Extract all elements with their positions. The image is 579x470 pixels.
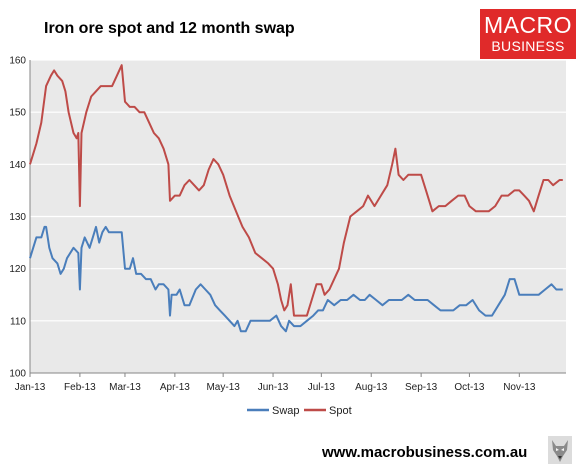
x-tick-label: Apr-13 [160, 382, 190, 393]
x-tick-label: Mar-13 [109, 382, 141, 393]
x-tick-label: Jun-13 [258, 382, 289, 393]
x-tick-label: Jan-13 [15, 382, 46, 393]
chart-title: Iron ore spot and 12 month swap [44, 20, 295, 37]
y-tick-label: 110 [10, 316, 26, 327]
wolf-icon [548, 436, 572, 464]
macrobusiness-logo: MACRO BUSINESS [480, 9, 576, 59]
x-tick-label: Nov-13 [503, 382, 536, 393]
y-tick-label: 160 [9, 56, 26, 67]
legend-label-spot: Spot [329, 405, 352, 417]
logo-text-bottom: BUSINESS [491, 38, 565, 54]
x-tick-label: Jul-13 [308, 382, 336, 393]
x-tick-label: May-13 [206, 382, 240, 393]
logo-text-top: MACRO [483, 12, 573, 38]
series-line-swap [29, 225, 563, 333]
x-tick-label: Feb-13 [64, 382, 96, 393]
y-tick-label: 150 [9, 108, 26, 119]
y-tick-label: 120 [9, 264, 26, 275]
y-tick-label: 140 [9, 160, 26, 171]
y-tick-label: 100 [9, 369, 26, 380]
series-line-spot [29, 64, 563, 317]
legend-label-swap: Swap [272, 405, 300, 417]
x-tick-label: Oct-13 [454, 382, 484, 393]
website-url[interactable]: www.macrobusiness.com.au [322, 444, 528, 461]
x-tick-label: Sep-13 [405, 382, 438, 393]
x-tick-label: Aug-13 [355, 382, 388, 393]
y-tick-label: 130 [9, 212, 26, 223]
